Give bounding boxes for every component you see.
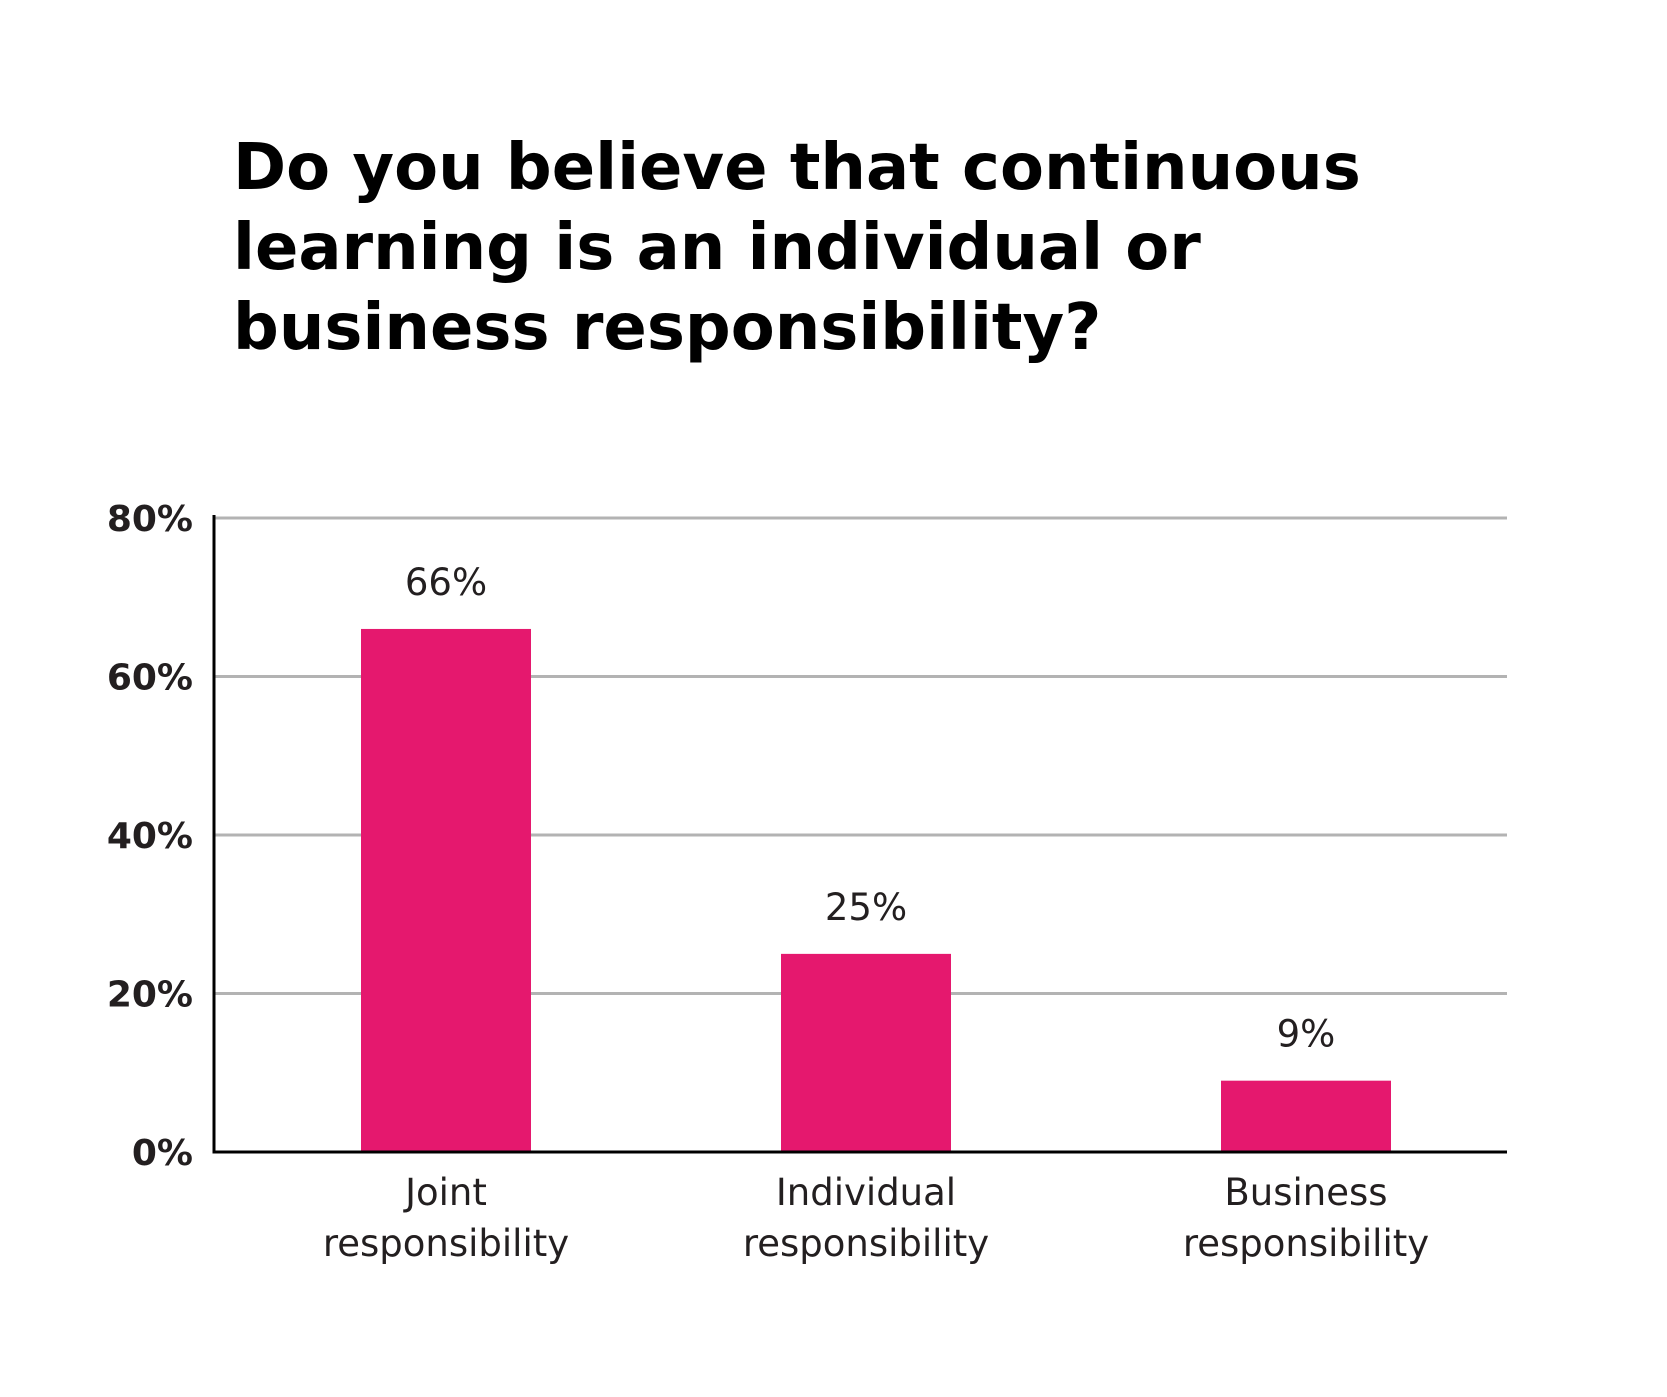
- y-tick-label: 0%: [132, 1133, 193, 1174]
- data-label: 25%: [825, 886, 907, 929]
- data-label: 9%: [1277, 1013, 1336, 1056]
- axes: [212, 515, 1507, 1154]
- x-tick-label: responsibility: [323, 1222, 569, 1265]
- y-tick-label: 40%: [107, 816, 193, 857]
- data-labels: 66% 25% 9%: [405, 561, 1335, 1056]
- y-tick-label: 20%: [107, 975, 193, 1016]
- bar: [1221, 1080, 1391, 1152]
- x-tick-label: Business: [1224, 1171, 1387, 1214]
- chart-title: Do you believe that continuous learning …: [233, 128, 1433, 368]
- bars: [361, 628, 1391, 1152]
- y-axis-tick-labels: 0% 20% 40% 60% 80%: [107, 499, 193, 1174]
- x-tick-label: Joint: [403, 1171, 487, 1214]
- x-tick-label: Individual: [776, 1171, 956, 1214]
- x-tick-label: responsibility: [1183, 1222, 1429, 1265]
- y-tick-label: 80%: [107, 499, 193, 540]
- chart-title-line: Do you believe that continuous: [233, 131, 1361, 205]
- x-axis-tick-labels: Joint responsibility Individual responsibil…: [323, 1171, 1429, 1265]
- chart-title-line: business responsibility?: [233, 291, 1102, 365]
- bar: [781, 953, 951, 1152]
- x-tick-label: responsibility: [743, 1222, 989, 1265]
- bar: [361, 628, 531, 1152]
- chart-title-line: learning is an individual or: [233, 211, 1201, 285]
- data-label: 66%: [405, 561, 487, 604]
- y-tick-label: 60%: [107, 658, 193, 699]
